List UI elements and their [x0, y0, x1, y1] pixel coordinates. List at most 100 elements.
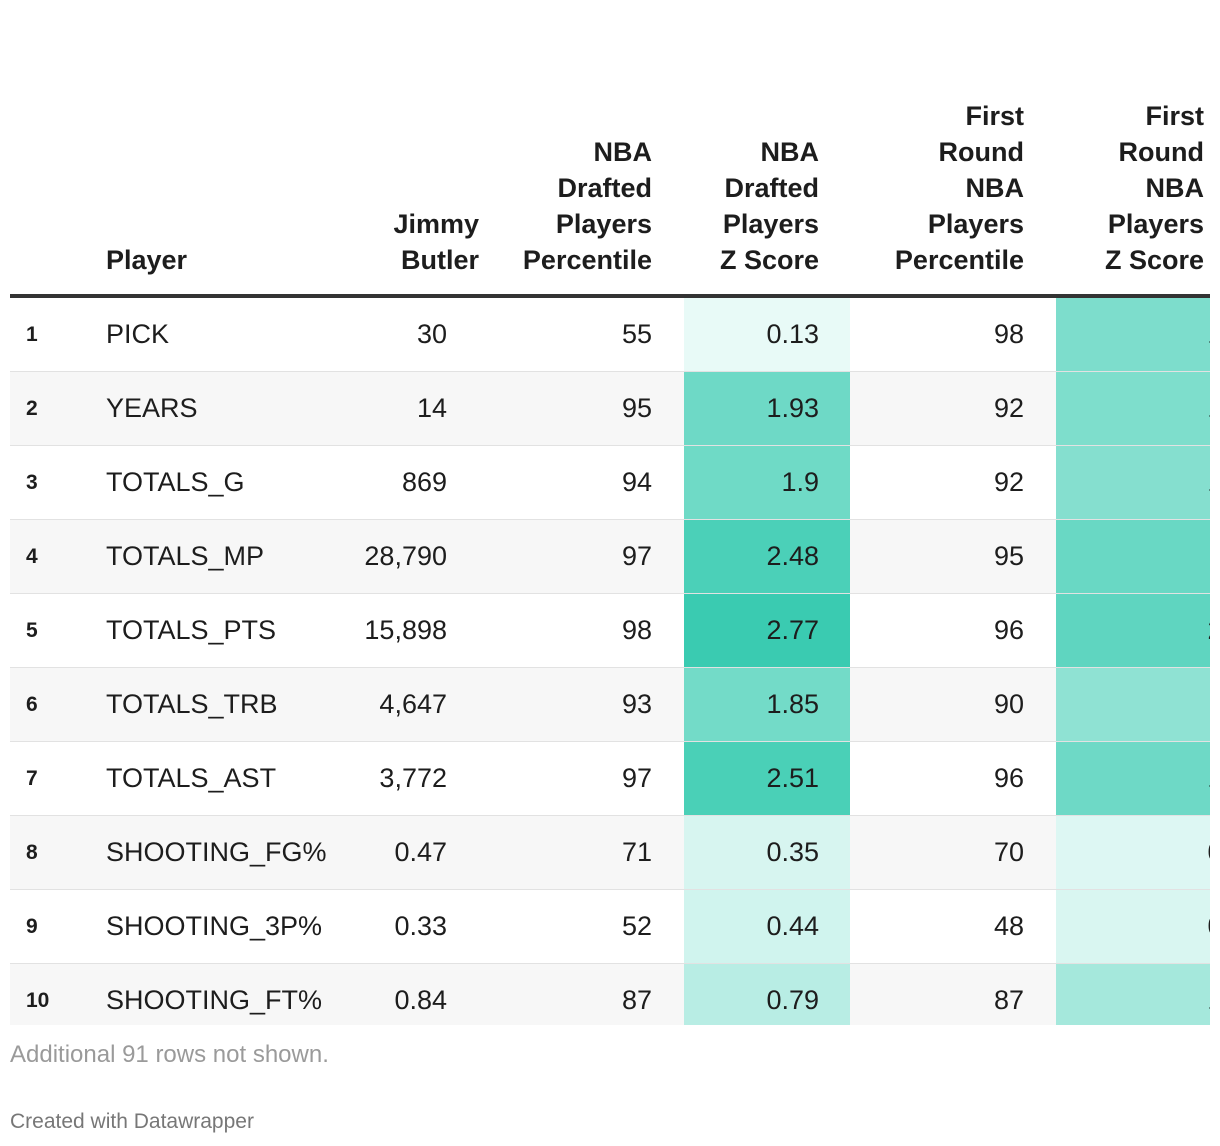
- cell-p1-value: 93: [621, 689, 652, 719]
- table-row: 3 TOTALS_G 869 94 1.9 92 1.56: [10, 445, 1210, 520]
- cell-rank-value: 5: [26, 618, 38, 642]
- cell-z2: 2: [1056, 519, 1210, 594]
- cell-z1: 1.9: [684, 445, 850, 520]
- rows-not-shown-note: Additional 91 rows not shown.: [10, 1041, 329, 1068]
- cell-jimmy-value: 30: [416, 319, 447, 349]
- cell-p2: 92: [850, 445, 1056, 520]
- cell-jimmy: 28,790: [340, 519, 479, 594]
- cell-z1-value: 0.35: [766, 837, 819, 867]
- cell-rank: 1: [10, 296, 106, 372]
- cell-player: SHOOTING_FG%: [106, 815, 340, 890]
- cell-jimmy: 14: [340, 371, 479, 446]
- cell-p2: 92: [850, 371, 1056, 446]
- cell-z2: 0.32: [1056, 889, 1210, 964]
- header-first-round-zscore[interactable]: First Round NBA Players Z Score: [1056, 0, 1210, 298]
- header-first-round-percentile[interactable]: First Round NBA Players Percentile: [850, 0, 1056, 298]
- cell-player-value: PICK: [106, 319, 170, 349]
- cell-jimmy-value: 0.33: [394, 911, 447, 941]
- table-row: 10 SHOOTING_FT% 0.84 87 0.79 87 1.07: [10, 963, 1210, 1025]
- cell-jimmy: 15,898: [340, 593, 479, 668]
- cell-rank: 3: [10, 445, 106, 520]
- cell-p1: 97: [479, 741, 684, 816]
- header-player[interactable]: Player: [106, 0, 340, 298]
- cell-jimmy: 0.33: [340, 889, 479, 964]
- cell-jimmy-value: 4,647: [379, 689, 447, 719]
- datawrapper-credit[interactable]: Created with Datawrapper: [10, 1110, 254, 1133]
- cell-z1-value: 1.93: [766, 393, 819, 423]
- cell-player-value: YEARS: [106, 393, 198, 423]
- cell-rank-value: 3: [26, 470, 38, 494]
- cell-player: TOTALS_MP: [106, 519, 340, 594]
- cell-jimmy-value: 0.84: [394, 985, 447, 1015]
- table-row: 7 TOTALS_AST 3,772 97 2.51 96 1.93: [10, 741, 1210, 816]
- cell-z1: 0.44: [684, 889, 850, 964]
- cell-p1-value: 87: [621, 985, 652, 1015]
- cell-rank-value: 1: [26, 322, 38, 346]
- cell-p2-value: 98: [993, 319, 1024, 349]
- cell-z1-value: 0.79: [766, 985, 819, 1015]
- cell-z1: 0.13: [684, 296, 850, 372]
- cell-z2: 2.16: [1056, 593, 1210, 668]
- cell-player-value: TOTALS_PTS: [106, 615, 277, 645]
- cell-jimmy: 0.84: [340, 963, 479, 1025]
- cell-z2: 1.56: [1056, 445, 1210, 520]
- cell-p1: 95: [479, 371, 684, 446]
- header-rank: [10, 0, 106, 298]
- cell-player: YEARS: [106, 371, 340, 446]
- cell-z2-value: 1.68: [1056, 319, 1210, 350]
- table-row: 2 YEARS 14 95 1.93 92 1.67: [10, 371, 1210, 446]
- header-drafted-percentile[interactable]: NBA Drafted Players Percentile: [479, 0, 684, 298]
- cell-player: TOTALS_AST: [106, 741, 340, 816]
- data-table: Player Jimmy Butler NBA Drafted Players …: [10, 0, 1210, 1025]
- cell-p1: 98: [479, 593, 684, 668]
- cell-jimmy-value: 14: [416, 393, 447, 423]
- header-first-round-percentile-label: First Round NBA Players Percentile: [894, 101, 1024, 275]
- table-header-row: Player Jimmy Butler NBA Drafted Players …: [10, 0, 1210, 298]
- cell-jimmy: 869: [340, 445, 479, 520]
- cell-rank: 2: [10, 371, 106, 446]
- cell-p2: 96: [850, 741, 1056, 816]
- cell-player: TOTALS_G: [106, 445, 340, 520]
- cell-z1-value: 2.77: [766, 615, 819, 645]
- header-first-round-zscore-label: First Round NBA Players Z Score: [1104, 101, 1204, 275]
- cell-rank-value: 8: [26, 840, 38, 864]
- header-jimmy-butler[interactable]: Jimmy Butler: [340, 0, 479, 298]
- cell-player: TOTALS_TRB: [106, 667, 340, 742]
- cell-player-value: TOTALS_G: [106, 467, 245, 497]
- cell-z1-value: 0.44: [766, 911, 819, 941]
- cell-p2-value: 96: [993, 615, 1024, 645]
- cell-player: SHOOTING_FT%: [106, 963, 340, 1025]
- cell-z2-value: 0.32: [1056, 911, 1210, 942]
- cell-rank-value: 7: [26, 766, 38, 790]
- cell-player-value: SHOOTING_3P%: [106, 911, 323, 941]
- cell-p2-value: 95: [993, 541, 1024, 571]
- cell-p1: 87: [479, 963, 684, 1025]
- header-drafted-zscore[interactable]: NBA Drafted Players Z Score: [684, 0, 850, 298]
- cell-z2: 1.07: [1056, 963, 1210, 1025]
- cell-z2-value: 1.56: [1056, 467, 1210, 498]
- cell-player-value: TOTALS_MP: [106, 541, 265, 571]
- cell-rank-value: 6: [26, 692, 38, 716]
- cell-jimmy: 0.47: [340, 815, 479, 890]
- cell-jimmy-value: 28,790: [364, 541, 447, 571]
- cell-z1-value: 2.51: [766, 763, 819, 793]
- cell-z1: 1.93: [684, 371, 850, 446]
- cell-p2: 90: [850, 667, 1056, 742]
- cell-jimmy: 3,772: [340, 741, 479, 816]
- cell-p1: 93: [479, 667, 684, 742]
- cell-p2-value: 48: [993, 911, 1024, 941]
- cell-rank: 5: [10, 593, 106, 668]
- cell-p2-value: 87: [993, 985, 1024, 1015]
- cell-p1: 97: [479, 519, 684, 594]
- cell-p1-value: 52: [621, 911, 652, 941]
- cell-p2-value: 96: [993, 763, 1024, 793]
- cell-p1-value: 97: [621, 541, 652, 571]
- cell-jimmy-value: 15,898: [364, 615, 447, 645]
- cell-z1: 0.35: [684, 815, 850, 890]
- table-row: 9 SHOOTING_3P% 0.33 52 0.44 48 0.32: [10, 889, 1210, 964]
- cell-z2: 1.67: [1056, 371, 1210, 446]
- cell-z1-value: 0.13: [766, 319, 819, 349]
- cell-jimmy: 30: [340, 296, 479, 372]
- cell-jimmy-value: 3,772: [379, 763, 447, 793]
- cell-p2-value: 92: [993, 393, 1024, 423]
